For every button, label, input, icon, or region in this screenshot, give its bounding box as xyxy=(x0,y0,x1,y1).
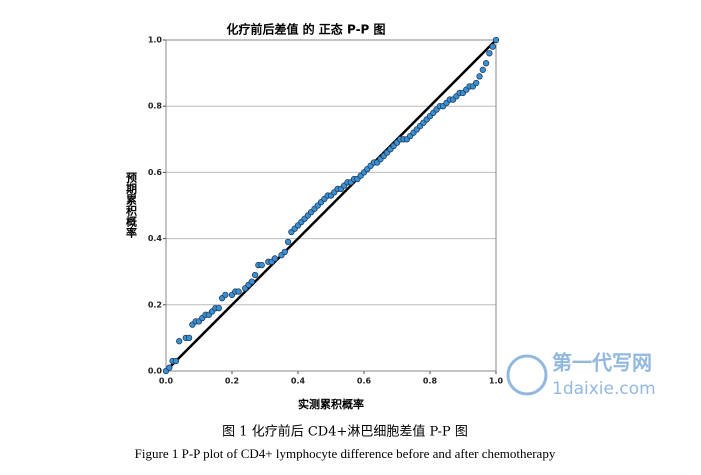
watermark: 第一代写网 1daixie.com xyxy=(506,351,656,399)
y-tick-label: 0.0 xyxy=(148,367,163,376)
point xyxy=(166,364,173,371)
point xyxy=(215,304,222,312)
point xyxy=(473,79,480,87)
plot-frame xyxy=(165,39,497,372)
point xyxy=(185,334,193,342)
point xyxy=(258,261,265,269)
point xyxy=(476,73,483,80)
x-tick-label: 0.8 xyxy=(423,377,438,386)
y-tick-label: 0.8 xyxy=(148,102,163,111)
watermark-url: 1daixie.com xyxy=(552,379,656,399)
point xyxy=(222,291,229,299)
point xyxy=(172,357,180,365)
y-axis-label: 预期累积概率 xyxy=(125,171,138,239)
point xyxy=(489,43,496,50)
reference-line xyxy=(165,39,497,372)
x-tick-label: 1.0 xyxy=(489,377,504,386)
point xyxy=(235,288,242,295)
caption-en: Figure 1 P-P plot of CD4+ lymphocyte dif… xyxy=(135,446,556,461)
point xyxy=(281,248,288,255)
point xyxy=(479,66,486,73)
caption-zh: 图 1 化疗前后 CD4+淋巴细胞差值 P-P 图 xyxy=(222,424,468,440)
point xyxy=(492,36,500,44)
x-tick-label: 0.2 xyxy=(225,377,239,386)
point xyxy=(248,278,255,285)
point xyxy=(271,255,279,262)
x-tick-label: 0.6 xyxy=(357,377,372,386)
point xyxy=(486,50,493,57)
y-tick-label: 0.4 xyxy=(148,234,163,243)
y-tick-label: 0.2 xyxy=(148,300,162,309)
watermark-logo xyxy=(506,354,548,396)
point xyxy=(251,271,259,279)
watermark-name: 第一代写网 xyxy=(552,351,652,375)
point xyxy=(482,60,490,67)
x-tick-label: 0.0 xyxy=(159,377,174,386)
chart-title: 化疗前后差值 的 正态 P-P 图 xyxy=(226,22,385,37)
point xyxy=(284,238,292,246)
x-tick-label: 0.4 xyxy=(291,377,306,386)
x-axis-label: 实测累积概率 xyxy=(298,397,364,411)
y-tick-label: 0.6 xyxy=(148,168,163,177)
point xyxy=(176,338,183,345)
y-tick-label: 1.0 xyxy=(148,36,163,45)
